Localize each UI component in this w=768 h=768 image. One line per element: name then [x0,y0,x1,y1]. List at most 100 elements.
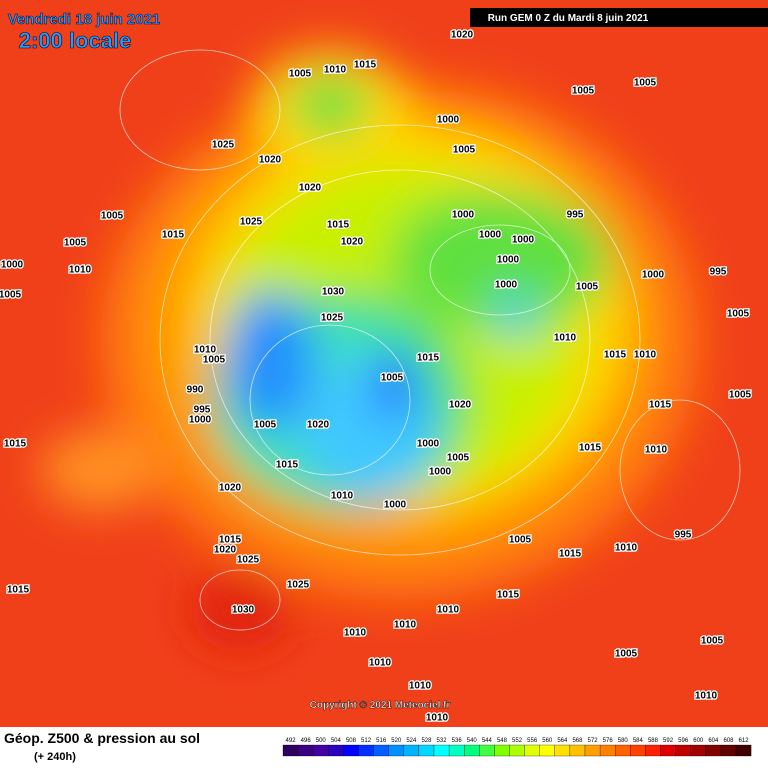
colorbar-label: 516 [376,738,387,744]
colorbar-label: 512 [361,738,372,744]
pressure-label: 1010 [437,605,460,616]
pressure-label: 1020 [307,420,330,431]
colorbar-label: 564 [557,738,568,744]
pressure-label: 1020 [341,237,364,248]
colorbar-label: 576 [603,738,614,744]
pressure-label: 995 [567,210,584,221]
pressure-label: 1005 [447,453,470,464]
pressure-label: 1005 [572,86,595,97]
pressure-label: 1005 [254,420,277,431]
pressure-label: 1010 [344,628,367,639]
pressure-label: 1030 [232,605,255,616]
pressure-label: 1015 [579,443,602,454]
pressure-label: 1010 [634,350,657,361]
colorbar-swatch [403,744,420,757]
pressure-label: 1005 [203,355,226,366]
pressure-label: 1000 [384,500,407,511]
pressure-label: 1015 [219,535,242,546]
pressure-label: 1000 [417,439,440,450]
colorbar-swatch [388,744,404,757]
forecast-time: 2:00 locale [19,28,132,53]
colorbar-swatch [660,744,676,757]
pressure-label: 1005 [509,535,532,546]
colorbar-label: 540 [467,738,478,744]
pressure-label: 1000 [437,115,460,126]
colorbar-label: 552 [512,738,523,744]
colorbar-swatch [373,744,389,757]
pressure-label: 1005 [615,649,638,660]
isobars [119,49,741,631]
pressure-label: 1005 [727,309,750,320]
pressure-label: 1020 [449,400,472,411]
footer-subtitle: (+ 240h) [34,751,76,763]
pressure-label: 1010 [615,543,638,554]
pressure-label: 990 [187,385,204,396]
pressure-label: 1020 [299,183,322,194]
colorbar-label: 568 [572,738,583,744]
colorbar-swatch [418,744,435,757]
colorbar-swatch [675,744,691,757]
pressure-label: 1020 [214,545,237,556]
pressure-label: 1000 [1,260,24,271]
colorbar-swatch [509,744,525,757]
colorbar-swatch [282,744,299,757]
pressure-label: 1000 [479,230,502,241]
pressure-label: 1000 [642,270,665,281]
colorbar-label: 508 [346,738,357,744]
colorbar-swatch [524,744,540,757]
pressure-label: 1010 [695,691,718,702]
pressure-label: 1005 [289,69,312,80]
pressure-label: 1015 [604,350,627,361]
colorbar-swatch [735,744,752,757]
run-box [470,8,768,27]
pressure-label: 1005 [453,145,476,156]
pressure-label: 1015 [649,400,672,411]
pressure-label: 1010 [394,620,417,631]
pressure-label: 1005 [729,390,752,401]
colorbar-label: 536 [452,738,463,744]
colorbar-swatch [328,744,344,757]
colorbar-swatch [433,744,450,757]
height-field [40,50,700,650]
pressure-label: 1010 [409,681,432,692]
colorbar-swatch [554,744,571,757]
colorbar-label: 608 [723,738,734,744]
pressure-label: 1015 [162,230,185,241]
pressure-label: 1010 [369,658,392,669]
colorbar-label: 500 [316,738,327,744]
pressure-label: 1015 [327,220,350,231]
colorbar-label: 596 [678,738,689,744]
pressure-label: 1020 [451,30,474,41]
colorbar-swatch [464,744,480,757]
pressure-label: 1010 [554,333,577,344]
pressure-label: 1005 [576,282,599,293]
colorbar-swatch [343,744,359,757]
colorbar-label: 520 [391,738,402,744]
colorbar-swatch [448,744,465,757]
pressure-label: 1000 [495,280,518,291]
pressure-label: 1010 [331,491,354,502]
pressure-label: 1005 [101,211,124,222]
colorbar-swatch [630,744,646,757]
pressure-label: 1015 [497,590,520,601]
colorbar-swatch [479,744,495,757]
colorbar-swatch [539,744,555,757]
colorbar-swatch [297,744,314,757]
colorbar-swatch [569,744,586,757]
pressure-label: 1005 [64,238,87,249]
pressure-label: 1020 [219,483,242,494]
pressure-label: 1005 [381,373,404,384]
forecast-date: Vendredi 18 juin 2021 [8,11,161,28]
colorbar-label: 528 [421,738,432,744]
pressure-label: 1010 [645,445,668,456]
pressure-label: 1010 [324,65,347,76]
colorbar-swatch [494,744,510,757]
pressure-label: 1015 [417,353,440,364]
pressure-label: 1005 [0,290,22,301]
pressure-label: 995 [710,267,727,278]
pressure-label: 1025 [237,555,260,566]
pressure-label: 1015 [276,460,299,471]
run-info: Run GEM 0 Z du Mardi 8 juin 2021 [488,13,649,24]
pressure-label: 1010 [194,345,217,356]
